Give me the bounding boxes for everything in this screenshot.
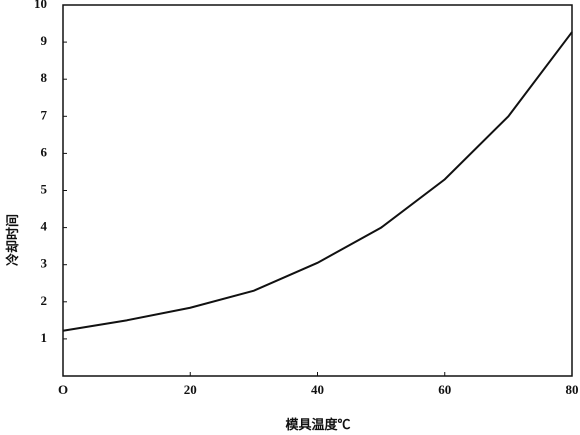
y-axis-label: 冷却时间 [5, 214, 20, 266]
line-series [62, 31, 573, 332]
y-tick-label: 5 [41, 181, 48, 196]
y-tick-label: 1 [41, 330, 48, 345]
x-tick-label: 80 [566, 382, 579, 397]
x-tick-label: 40 [311, 382, 324, 397]
x-tick-label: 20 [184, 382, 197, 397]
x-tick-label: 60 [438, 382, 451, 397]
y-tick-label: 10 [34, 0, 47, 11]
y-tick-label: 2 [41, 293, 48, 308]
y-tick-label: 4 [41, 219, 48, 234]
y-tick-label: 9 [41, 33, 48, 48]
y-tick-label: 8 [41, 70, 48, 85]
x-tick-label: O [58, 382, 68, 397]
x-axis-label: 模具温度℃ [285, 417, 350, 432]
plot-frame [62, 4, 573, 377]
y-tick-label: 3 [41, 256, 48, 271]
y-tick-label: 6 [41, 144, 48, 159]
y-tick-label: 7 [41, 107, 48, 122]
